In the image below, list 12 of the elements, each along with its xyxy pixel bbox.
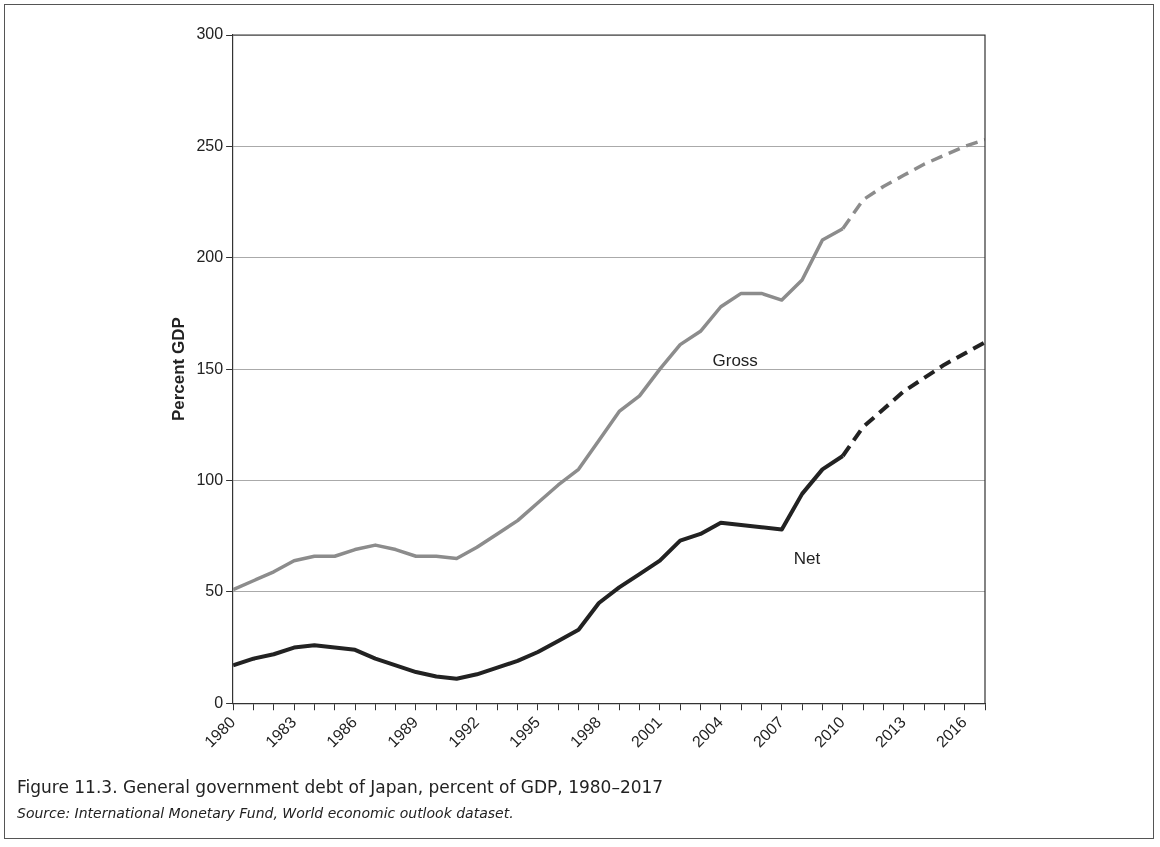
series-label: Net bbox=[793, 549, 821, 569]
y-tick-label: 200 bbox=[196, 248, 224, 266]
series-label: Gross bbox=[712, 350, 758, 370]
source-note: Source: International Monetary Fund, World economic outlook dataset. bbox=[17, 805, 514, 821]
y-axis-title: Percent GDP bbox=[168, 317, 188, 422]
y-tick-label: 50 bbox=[205, 582, 224, 600]
y-tick-label: 300 bbox=[196, 25, 224, 43]
text: Figure 11.3. General government debt of Japan, percent of GDP, 1980–2017 bbox=[17, 777, 664, 797]
y-tick-label: 150 bbox=[196, 359, 224, 377]
y-tick-label: 250 bbox=[196, 136, 224, 154]
y-tick-label: 0 bbox=[214, 693, 224, 711]
y-tick-label: 100 bbox=[196, 470, 224, 488]
